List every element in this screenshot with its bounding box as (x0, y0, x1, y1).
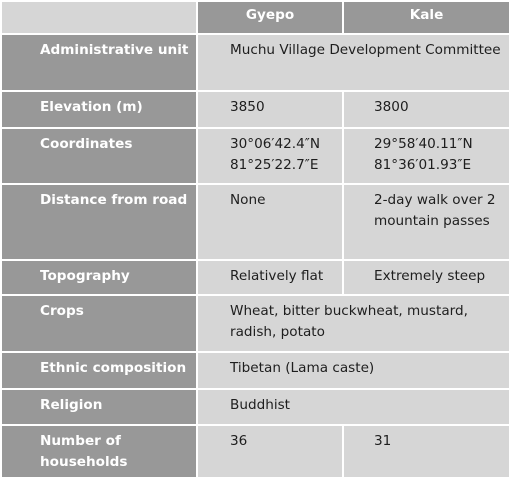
table-row-topography: Topography Relatively flat Extremely ste… (0, 259, 510, 296)
row-label: Elevation (m) (0, 90, 198, 129)
gyepo-value-cell: 3850 (196, 90, 344, 129)
row-label: Coordinates (0, 127, 198, 185)
kale-value-cell: 29°58′40.11″N 81°36′01.93″E (342, 127, 510, 185)
gyepo-latitude: 30°06′42.4″N (230, 136, 320, 152)
row-label: Crops (0, 294, 198, 353)
kale-value-cell: Extremely steep (342, 259, 510, 296)
gyepo-value-cell: 30°06′42.4″N 81°25′22.7″E (196, 127, 344, 185)
row-label: Ethnic composition (0, 351, 198, 390)
kale-value-cell: 2-day walk over 2 mountain passes (342, 183, 510, 261)
merged-value-cell: Muchu Village Development Committee (196, 33, 510, 92)
table-row-elevation: Elevation (m) 3850 3800 (0, 90, 510, 129)
table-row-coordinates: Coordinates 30°06′42.4″N 81°25′22.7″E 29… (0, 127, 510, 185)
header-corner-cell (0, 0, 198, 35)
table-row-administrative-unit: Administrative unit Muchu Village Develo… (0, 33, 510, 92)
gyepo-value-cell: Relatively flat (196, 259, 344, 296)
merged-value-cell: Buddhist (196, 388, 510, 426)
kale-longitude: 81°36′01.93″E (374, 157, 472, 173)
table-row-ethnic-composition: Ethnic composition Tibetan (Lama caste) (0, 351, 510, 390)
header-row: Gyepo Kale (0, 0, 510, 35)
column-header-kale: Kale (342, 0, 510, 35)
row-label: Topography (0, 259, 198, 296)
row-label: Religion (0, 388, 198, 426)
kale-latitude: 29°58′40.11″N (374, 136, 473, 152)
row-label: Administrative unit (0, 33, 198, 92)
gyepo-value-cell: None (196, 183, 344, 261)
table-row-distance-from-road: Distance from road None 2-day walk over … (0, 183, 510, 261)
column-header-gyepo: Gyepo (196, 0, 344, 35)
table-row-crops: Crops Wheat, bitter buckwheat, mustard, … (0, 294, 510, 353)
kale-value-cell: 3800 (342, 90, 510, 129)
row-label: Distance from road (0, 183, 198, 261)
table-row-religion: Religion Buddhist (0, 388, 510, 426)
row-label: Number of households (0, 424, 198, 479)
kale-value-cell: 31 (342, 424, 510, 479)
merged-value-cell: Wheat, bitter buckwheat, mustard, radish… (196, 294, 510, 353)
merged-value-cell: Tibetan (Lama caste) (196, 351, 510, 390)
gyepo-value-cell: 36 (196, 424, 344, 479)
table-row-number-of-households: Number of households 36 31 (0, 424, 510, 479)
gyepo-longitude: 81°25′22.7″E (230, 157, 319, 173)
